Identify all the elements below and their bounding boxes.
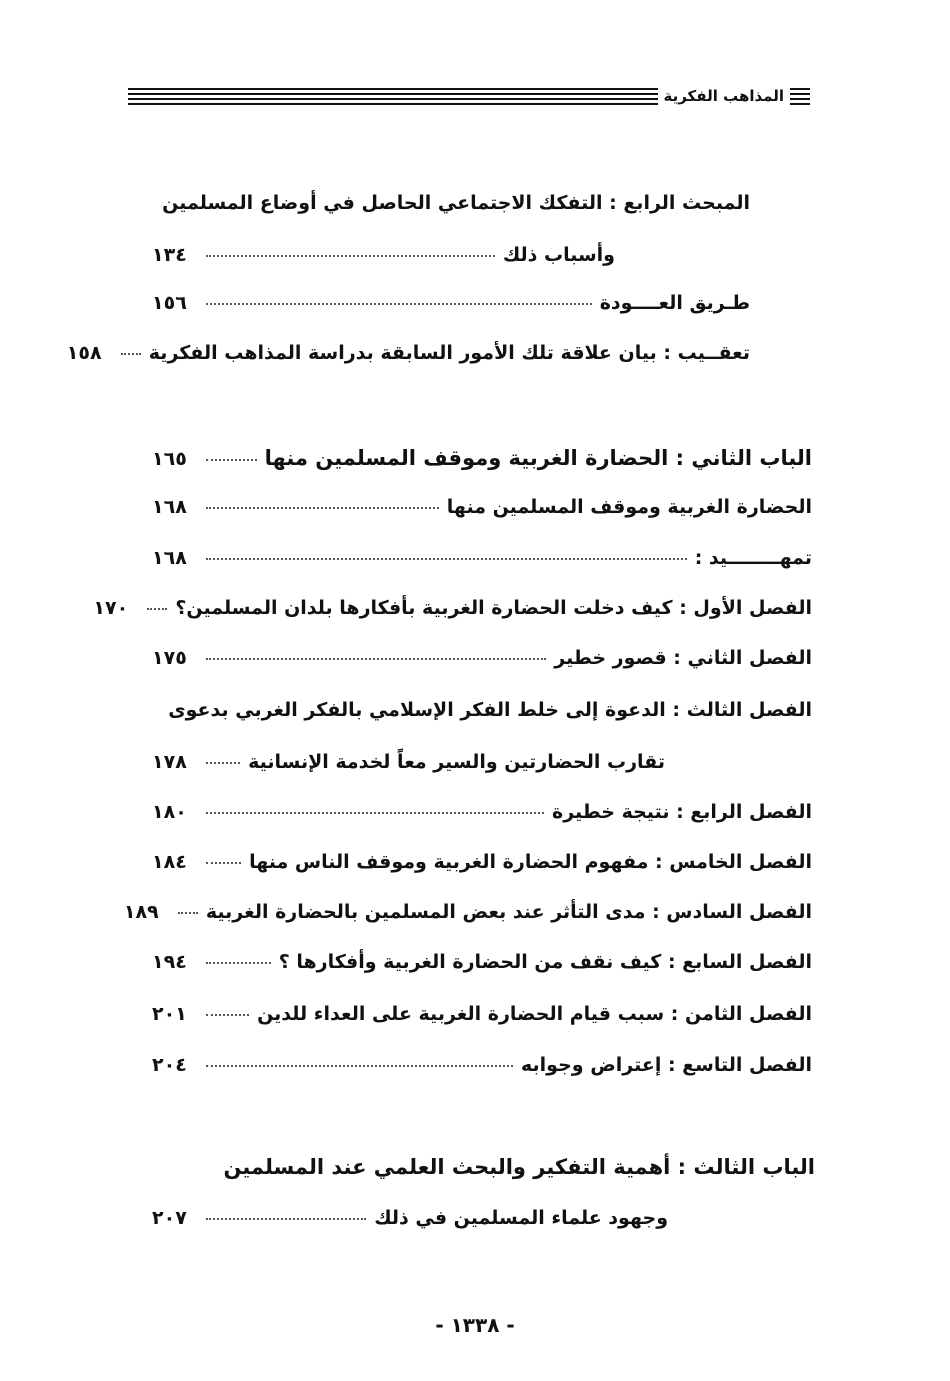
toc-entry: المبحث الرابع : التفكك الاجتماعي الحاصل …: [162, 192, 750, 214]
toc-entry: تقارب الحضارتين والسير معاً لخدمة الإنسا…: [152, 751, 665, 773]
toc-entry-title: طـريق العــــودة: [599, 292, 750, 314]
page-number: - ١٣٣٨ -: [435, 1313, 515, 1337]
toc-entry-title: المبحث الرابع : التفكك الاجتماعي الحاصل …: [162, 192, 750, 214]
toc-entry: الفصل الخامس : مفهوم الحضارة الغربية ومو…: [152, 851, 812, 873]
toc-entry-title: الفصل الخامس : مفهوم الحضارة الغربية ومو…: [249, 851, 812, 873]
toc-entry-title: الفصل الرابع : نتيجة خطيرة: [551, 801, 812, 823]
toc-entry-title: الفصل الأول : كيف دخلت الحضارة الغربية ب…: [175, 597, 812, 619]
toc-entry: وجهود علماء المسلمين في ذلك ٢٠٧: [152, 1207, 668, 1229]
toc-entry-page: ٢٠٤: [152, 1054, 187, 1076]
toc-entry-page: ١٧٠: [93, 597, 129, 619]
toc-entry: الباب الثالث : أهمية التفكير والبحث العل…: [223, 1155, 815, 1179]
dot-leader: [206, 962, 271, 964]
header-rule-right: [790, 87, 810, 105]
toc-entry-page: ١٦٨: [152, 496, 187, 518]
toc-entry-title: الباب الثالث : أهمية التفكير والبحث العل…: [223, 1155, 815, 1179]
dot-leader: [177, 912, 198, 914]
toc-entry: الفصل الرابع : نتيجة خطيرة ١٨٠: [152, 801, 812, 823]
toc-entry: تعقــيب : بيان علاقة تلك الأمور السابقة …: [67, 342, 750, 364]
toc-entry-page: ١٥٦: [152, 292, 187, 314]
toc-entry: الفصل الثاني : قصور خطير ١٧٥: [152, 647, 812, 669]
toc-entry-page: ١٧٥: [152, 647, 187, 669]
dot-leader: [206, 507, 439, 509]
toc-entry-page: ٢٠٧: [152, 1207, 187, 1229]
toc-entry-page: ١٧٨: [152, 751, 187, 773]
dot-leader: [206, 862, 242, 864]
toc-entry-page: ١٩٤: [152, 951, 187, 973]
dot-leader: [206, 1218, 367, 1220]
dot-leader: [147, 608, 168, 610]
toc-entry-title: الحضارة الغربية وموقف المسلمين منها: [446, 496, 812, 518]
dot-leader: [206, 255, 495, 257]
dot-leader: [206, 303, 592, 305]
toc-entry-page: ١٦٥: [152, 448, 187, 470]
toc-entry: تمهــــــــيد : ١٦٨: [152, 547, 812, 569]
toc-entry: الباب الثاني : الحضارة الغربية وموقف الم…: [152, 446, 812, 470]
header-title: المذاهب الفكرية: [663, 87, 785, 105]
toc-entry: الفصل الثامن : سبب قيام الحضارة الغربية …: [152, 1003, 812, 1025]
toc-entry-title: الفصل الثالث : الدعوة إلى خلط الفكر الإس…: [168, 699, 812, 721]
toc-entry-title: تعقــيب : بيان علاقة تلك الأمور السابقة …: [148, 342, 750, 364]
header-rule-left: [128, 87, 658, 105]
toc-entry: الفصل التاسع : إعتراض وجوابه ٢٠٤: [152, 1054, 812, 1076]
toc-entry: الفصل السابع : كيف نقف من الحضارة الغربي…: [152, 951, 812, 973]
toc-entry: وأسباب ذلك ١٣٤: [152, 244, 615, 266]
toc-entry-title: تقارب الحضارتين والسير معاً لخدمة الإنسا…: [248, 751, 665, 773]
dot-leader: [206, 1014, 250, 1016]
toc-entry-page: ١٨٠: [152, 801, 187, 823]
toc-entry-title: الفصل السادس : مدى التأثر عند بعض المسلم…: [205, 901, 812, 923]
dot-leader: [206, 459, 257, 461]
dot-leader: [120, 353, 141, 355]
toc-entry: الفصل الثالث : الدعوة إلى خلط الفكر الإس…: [168, 699, 812, 721]
toc-entry-page: ١٦٨: [152, 547, 187, 569]
toc-entry-page: ١٨٤: [152, 851, 187, 873]
toc-entry-title: الفصل السابع : كيف نقف من الحضارة الغربي…: [278, 951, 812, 973]
toc-entry-title: الفصل الثاني : قصور خطير: [554, 647, 812, 669]
toc-entry-title: وجهود علماء المسلمين في ذلك: [374, 1207, 668, 1229]
toc-entry-title: الباب الثاني : الحضارة الغربية وموقف الم…: [264, 446, 812, 470]
toc-entry: الفصل الأول : كيف دخلت الحضارة الغربية ب…: [93, 597, 812, 619]
toc-entry-title: وأسباب ذلك: [502, 244, 615, 266]
dot-leader: [206, 762, 241, 764]
toc-entry-page: ١٣٤: [152, 244, 187, 266]
dot-leader: [206, 658, 547, 660]
toc-entry-title: الفصل الثامن : سبب قيام الحضارة الغربية …: [257, 1003, 812, 1025]
toc-entry-page: ٢٠١: [152, 1003, 187, 1025]
toc-entry: الحضارة الغربية وموقف المسلمين منها ١٦٨: [152, 496, 812, 518]
dot-leader: [206, 1065, 514, 1067]
dot-leader: [206, 812, 544, 814]
running-header: المذاهب الفكرية: [128, 84, 810, 108]
toc-entry-page: ١٥٨: [66, 342, 102, 364]
toc-entry-title: تمهــــــــيد :: [694, 547, 812, 569]
toc-entry-page: ١٨٩: [123, 901, 159, 923]
dot-leader: [206, 558, 687, 560]
toc-entry: طـريق العــــودة ١٥٦: [152, 292, 750, 314]
toc-entry-title: الفصل التاسع : إعتراض وجوابه: [521, 1054, 812, 1076]
toc-entry: الفصل السادس : مدى التأثر عند بعض المسلم…: [124, 901, 812, 923]
